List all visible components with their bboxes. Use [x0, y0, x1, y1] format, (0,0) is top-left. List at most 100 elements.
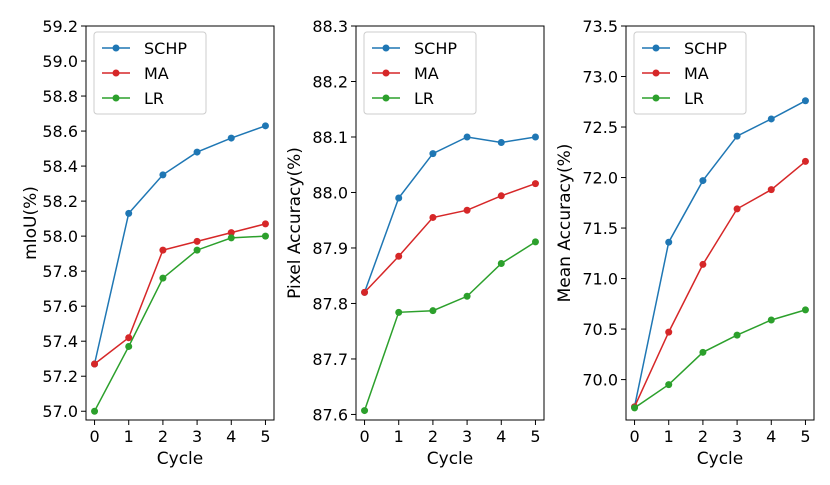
legend-label-ma: MA [684, 64, 709, 83]
y-tick-label: 87.6 [312, 405, 348, 424]
y-tick-label: 73.5 [582, 17, 618, 36]
plot-frame [625, 25, 815, 421]
data-point-ma [125, 334, 133, 342]
series-line-ma [363, 182, 536, 293]
y-tick-label: 71.5 [582, 219, 618, 238]
series-line-lr [363, 241, 536, 411]
x-tick-label: 3 [192, 427, 202, 446]
data-point-ma [767, 186, 775, 194]
series-line-ma [94, 223, 266, 365]
chart-3: 70.0 70.5 71.0 71.5 72.0 72.5 73.0 73.5 0 1 2 3 4 5 Cy… [555, 17, 815, 469]
y-tick-label: 70.0 [582, 371, 618, 390]
x-tick-label: 1 [124, 427, 134, 446]
data-point-schp [801, 97, 809, 105]
y-tick-label: 72.5 [582, 118, 618, 137]
x-tick-label: 1 [394, 427, 404, 446]
x-tick-label: 4 [496, 427, 506, 446]
y-tick-label: 58.0 [42, 227, 78, 246]
x-tick-label: 4 [226, 427, 236, 446]
chart-1: 57.0 57.2 57.4 57.6 57.8 58.0 58.2 58.4 58.6 58.8… [21, 17, 275, 469]
x-axis-label: Cycle [697, 449, 743, 469]
data-point-ma [429, 213, 437, 221]
legend-swatch-marker [382, 69, 390, 77]
legend-label-ma: MA [414, 64, 439, 83]
data-point-schp [227, 134, 235, 142]
data-point-lr [361, 407, 369, 415]
data-point-ma [159, 246, 167, 254]
data-point-lr [261, 232, 269, 240]
y-tick-label: 88.2 [312, 72, 348, 91]
data-point-lr [91, 407, 99, 415]
legend: SCHP MA LR [363, 31, 477, 115]
data-point-lr [699, 348, 707, 356]
y-tick-label: 58.6 [42, 122, 78, 141]
y-tick-label: 57.6 [42, 297, 78, 316]
data-point-lr [193, 246, 201, 254]
data-point-schp [767, 115, 775, 123]
data-point-schp [699, 177, 707, 185]
x-tick-label: 2 [158, 427, 168, 446]
x-tick-label: 5 [260, 427, 270, 446]
data-point-schp [159, 171, 167, 179]
data-point-schp [125, 209, 133, 217]
y-tick-label: 58.2 [42, 192, 78, 211]
legend-label-lr: LR [144, 89, 164, 108]
data-point-schp [193, 148, 201, 156]
data-point-schp [665, 238, 673, 246]
plot-frame [85, 25, 275, 421]
data-point-lr [497, 260, 505, 268]
legend-label-schp: SCHP [414, 39, 457, 58]
y-tick-label: 70.5 [582, 320, 618, 339]
legend-box [633, 31, 747, 115]
series-line-ma [633, 160, 806, 408]
series-line-schp [633, 100, 806, 408]
legend-swatch-marker [382, 94, 390, 102]
data-point-ma [463, 206, 471, 214]
y-tick-label: 71.0 [582, 270, 618, 289]
legend: SCHP MA LR [93, 31, 207, 115]
x-tick-label: 5 [800, 427, 810, 446]
x-tick-label: 1 [664, 427, 674, 446]
legend-swatch-marker [112, 94, 120, 102]
y-tick-label: 88.0 [312, 183, 348, 202]
data-point-ma [261, 220, 269, 228]
y-axis-label: Pixel Accuracy(%) [285, 147, 305, 299]
x-tick-label: 0 [629, 427, 639, 446]
data-point-ma [733, 205, 741, 213]
series-line-lr [93, 235, 266, 412]
y-tick-label: 57.8 [42, 262, 78, 281]
data-point-schp [531, 133, 539, 141]
y-tick-label: 87.7 [312, 350, 348, 369]
data-point-ma [665, 328, 673, 336]
y-tick-label: 87.8 [312, 294, 348, 313]
x-tick-label: 4 [766, 427, 776, 446]
data-point-lr [767, 316, 775, 324]
data-point-ma [395, 252, 403, 260]
y-tick-label: 57.0 [42, 402, 78, 421]
data-point-lr [429, 307, 437, 315]
legend-label-schp: SCHP [144, 39, 187, 58]
data-point-lr [227, 234, 235, 242]
y-tick-label: 88.1 [312, 128, 348, 147]
data-point-schp [261, 122, 269, 130]
x-tick-label: 0 [359, 427, 369, 446]
x-tick-label: 2 [428, 427, 438, 446]
data-point-lr [159, 274, 167, 282]
legend-box [363, 31, 477, 115]
chart-2: 87.6 87.7 87.8 87.9 88.0 88.1 88.2 88.3 0 1 2 3 4 5 Cy… [285, 17, 545, 469]
data-point-ma [699, 260, 707, 268]
y-tick-label: 57.2 [42, 367, 78, 386]
legend-swatch-marker [652, 44, 660, 52]
data-point-lr [125, 342, 133, 350]
data-point-schp [497, 139, 505, 147]
y-axis-label: Mean Accuracy(%) [555, 144, 575, 303]
y-tick-label: 57.4 [42, 332, 78, 351]
y-tick-label: 87.9 [312, 239, 348, 258]
legend-box [93, 31, 207, 115]
legend-label-schp: SCHP [684, 39, 727, 58]
y-tick-label: 59.2 [42, 17, 78, 36]
y-tick-label: 58.4 [42, 157, 78, 176]
x-axis-label: Cycle [427, 449, 473, 469]
legend-swatch-marker [652, 94, 660, 102]
data-point-ma [193, 237, 201, 245]
